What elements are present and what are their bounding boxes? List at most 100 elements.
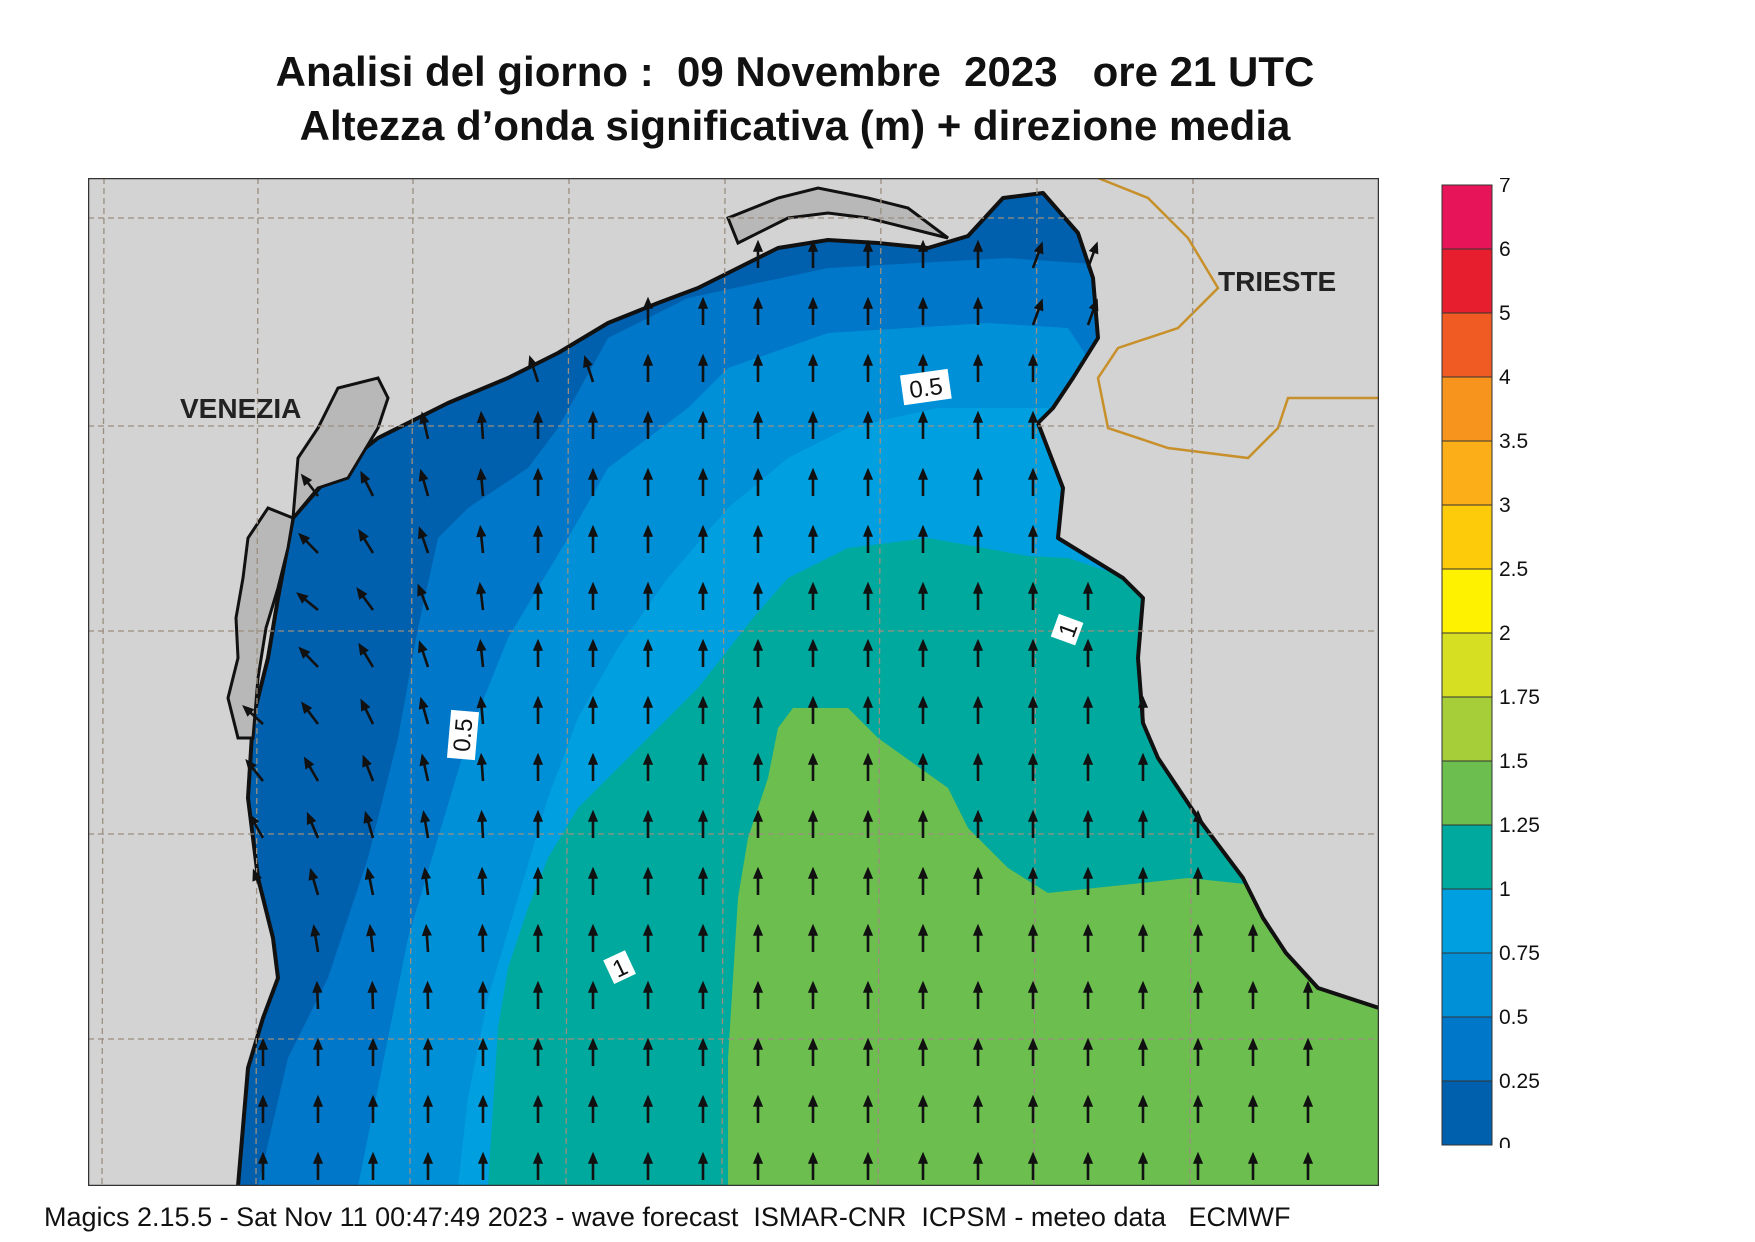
venice-lagoon [226,506,295,740]
wave-arrow-head [242,704,255,717]
wave-arrow-head [752,239,764,252]
map-subtitle: Altezza d’onda significativa (m) + direz… [299,102,1291,149]
legend-swatch [1441,632,1493,698]
wave-arrow-head [807,239,819,252]
wave-arrow-head [300,701,313,715]
legend-tick-label: 7 [1499,178,1511,197]
wave-arrow-head [1192,923,1204,936]
wave-arrow-head [697,980,709,993]
city-label-trieste: TRIESTE [1218,266,1336,297]
legend-swatch [1441,248,1493,314]
contour-label: 0.5 [900,368,952,406]
wave-arrow-head [476,581,487,595]
wave-arrow-head [972,809,984,822]
wave-arrow-head [532,752,544,765]
wave-arrow-head [477,923,488,936]
wave-arrow-head [1027,695,1039,708]
wave-arrow-head [862,296,874,309]
wave-arrow-head [1033,298,1044,312]
wave-arrow-head [1137,752,1149,765]
wave-arrow-head [1082,809,1094,822]
wave-arrow-head [752,866,764,879]
wave-arrow-head [583,355,593,369]
wave-arrow-head [587,866,599,879]
wave-arrow-head [532,467,544,480]
wave-arrow-head [917,467,929,480]
wave-arrow-head [360,698,371,712]
legend-swatch [1441,376,1493,442]
wave-arrow-head [917,296,929,309]
wave-arrow-head [587,638,599,651]
wave-arrow-head [862,980,874,993]
footer-credits: Magics 2.15.5 - Sat Nov 11 00:47:49 2023… [44,1202,1291,1232]
wave-arrow-head [697,695,709,708]
wave-arrow-head [422,1037,434,1050]
wave-arrow-head [752,296,764,309]
contour-label: 1 [603,950,636,984]
wave-arrow-head [917,353,929,366]
wave-arrow-head [532,1094,544,1107]
wave-arrow-head [421,866,432,880]
legend-tick-label: 0.75 [1499,942,1540,965]
map-frame [88,178,1379,1186]
wave-arrow-head [807,353,819,366]
wave-arrow-head [587,581,599,594]
wave-arrow-head [419,411,430,425]
wave-arrow-head [697,353,709,366]
wave-arrow-head [362,754,372,768]
wave-arrow-head [752,695,764,708]
wave-arrow-head [477,809,488,822]
wave-arrow-head [642,923,654,936]
wave-arrow-head [587,1151,599,1164]
wave-arrow-head [477,866,488,879]
wave-arrow-head [752,1037,764,1050]
wave-arrow-head [697,296,709,309]
wave-arrow-head [587,410,599,423]
wave-arrow-head [477,1151,489,1164]
wave-arrow-head [862,353,874,366]
wave-arrow-head [1302,1151,1314,1164]
wave-arrow-head [917,695,929,708]
wave-arrow-head [642,980,654,993]
wave-arrow-head [642,695,654,708]
wave-arrow-head [862,752,874,765]
legend-swatch [1441,760,1493,826]
wave-arrow-head [972,980,984,993]
wave-arrow-head [642,1094,654,1107]
wave-arrow-head [1088,241,1099,255]
wave-arrow-head [1027,1037,1039,1050]
legend-swatch [1441,888,1493,954]
legend-tick-label: 5 [1499,302,1511,325]
legend-tick-label: 0.25 [1499,1070,1540,1093]
wave-arrow-head [1302,1037,1314,1050]
wave-arrow-head [1027,752,1039,765]
wave-arrow-head [1027,524,1039,537]
legend-tick-label: 0.5 [1499,1006,1528,1029]
wave-arrow-head [248,813,260,827]
wave-arrow-head [1027,1151,1039,1164]
wave-arrow-head [1247,1037,1259,1050]
wave-arrow-head [1302,1094,1314,1107]
wave-arrow-head [1192,1094,1204,1107]
band-1.25-1.5 [728,708,1379,1186]
wave-arrow-head [1082,1094,1094,1107]
wave-arrow-head [532,638,544,651]
wave-arrow-head [1082,695,1094,708]
wave-arrow-head [298,532,311,545]
wave-arrow-head [310,924,321,937]
wave-arrow-head [752,410,764,423]
wave-arrow-head [807,524,819,537]
wave-arrow-head [807,467,819,480]
wave-arrow-head [972,695,984,708]
wave-arrow-head [367,980,378,993]
wave-arrow-head [417,583,427,597]
wave-arrow-head [697,1151,709,1164]
wave-arrow-head [418,640,428,654]
wave-arrow-head [587,1094,599,1107]
wave-arrow-head [1027,809,1039,822]
wave-arrow-head [807,980,819,993]
wave-arrow-head [697,410,709,423]
wave-arrow-head [917,923,929,936]
wave-arrow-head [807,638,819,651]
wave-arrow-head [697,923,709,936]
